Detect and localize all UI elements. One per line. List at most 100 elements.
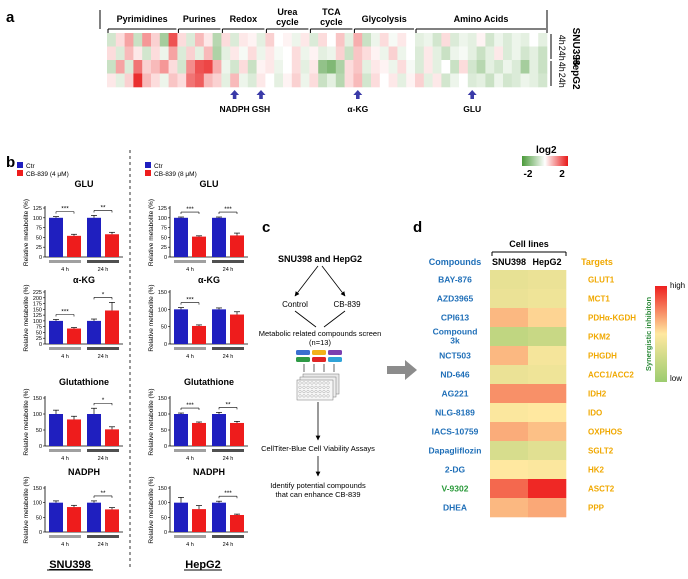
heatmap-a-cell	[247, 73, 257, 88]
compound-label: AG221	[442, 389, 469, 399]
bar-cb839	[105, 310, 119, 344]
y-tick-label: 150	[33, 307, 42, 313]
heatmap-a-cell	[529, 46, 539, 61]
y-tick-label: 0	[39, 530, 42, 536]
well-dot	[314, 385, 318, 389]
significance-label: ***	[186, 402, 194, 409]
bar-cb839	[192, 422, 206, 446]
cell-lines-title: Cell lines	[509, 239, 549, 249]
heatmap-a-cell	[124, 33, 134, 47]
heatmap-a-cell	[133, 60, 143, 74]
heatmap-a-cell	[335, 73, 345, 88]
y-tick-label: 100	[33, 216, 42, 222]
bar-chart-title: NADPH	[68, 467, 100, 477]
well-dot	[306, 381, 310, 385]
heatmap-a-cell	[239, 33, 249, 47]
y-tick-label: 150	[158, 290, 167, 296]
timepoint-bar	[174, 347, 206, 350]
bar-chart-title: α-KG	[198, 275, 220, 285]
heatmap-a-cell	[327, 60, 337, 74]
y-tick-label: 50	[161, 515, 167, 521]
y-tick-label: 25	[36, 245, 42, 251]
heatmap-a-cell	[344, 60, 354, 74]
timepoint-label: 4 h	[61, 267, 69, 273]
heatmap-d-legend: high low Synergistic inhibiton	[644, 281, 685, 383]
heatmap-a-cell	[353, 46, 363, 61]
heatmap-a-cell	[494, 60, 504, 74]
heatmap-a-cell	[300, 60, 310, 74]
heatmap-a-cell	[503, 73, 513, 88]
timepoint-bar	[49, 347, 81, 350]
legend-min-label: -2	[524, 169, 533, 180]
heatmap-a-cell	[212, 60, 222, 74]
y-tick-label: 75	[36, 325, 42, 331]
bar-chart-title: GLU	[200, 179, 219, 189]
heatmap-d-cell	[528, 289, 567, 309]
y-tick-label: 0	[164, 255, 167, 261]
heatmap-a-cell	[283, 73, 293, 88]
heatmap-a-cell	[256, 33, 266, 47]
heatmap-a-cell	[388, 60, 398, 74]
heatmap-a-cell	[239, 46, 249, 61]
heatmap-a-cell	[124, 60, 134, 74]
targets-header: Targets	[581, 257, 613, 267]
heatmap-a-cell	[415, 46, 425, 61]
well-dot	[318, 385, 322, 389]
synergy-gradient	[655, 286, 667, 382]
heatmap-a-cell	[230, 33, 240, 47]
heatmap-a-cell	[247, 60, 257, 74]
heatmap-a-cell	[415, 73, 425, 88]
legend-high: high	[670, 281, 685, 290]
heatmap-a-cell	[344, 73, 354, 88]
timepoint-label: 4 h	[186, 456, 194, 462]
heatmap-a-cell	[300, 33, 310, 47]
timepoint-label: 24 h	[223, 542, 234, 548]
heatmap-a-cell	[467, 73, 477, 88]
heatmap-a-cell	[423, 73, 433, 88]
row-label: 24h	[557, 73, 567, 88]
heatmap-a-cell	[203, 33, 213, 47]
heatmap-d-column-label: HepG2	[532, 257, 561, 267]
heatmap-a-cell	[230, 73, 240, 88]
heatmap-a-cell	[230, 60, 240, 74]
heatmap-d-cell	[490, 308, 529, 328]
heatmap-a-cell	[362, 33, 372, 47]
bar-ctr	[212, 414, 226, 446]
heatmap-a-cell	[318, 46, 328, 61]
heatmap-a-cell	[362, 46, 372, 61]
timepoint-bar	[87, 449, 119, 452]
legend-b-hepg2: Ctr CB-839 (8 μM)	[145, 162, 197, 178]
heatmap-a-cell	[476, 60, 486, 74]
bar-chart-title: Glutathione	[184, 377, 234, 387]
heatmap-a-cell	[353, 60, 363, 74]
y-axis-label: Relative metabolite (%)	[23, 476, 30, 543]
heatmap-a-cell	[318, 33, 328, 47]
metabolite-arrow-icon	[230, 90, 240, 99]
flow-arrow-left	[294, 265, 319, 297]
bar-chart-title: NADPH	[193, 467, 225, 477]
well-dot	[314, 394, 318, 398]
well-dot	[310, 394, 314, 398]
heatmap-a-cell	[283, 46, 293, 61]
heatmap-a-cell	[379, 60, 389, 74]
bar-cb839	[105, 509, 119, 532]
heatmap-a-cell	[450, 33, 460, 47]
timepoint-label: 24 h	[98, 542, 109, 548]
dispense-arrows-icon	[303, 364, 335, 372]
category-label-line1: Urea	[277, 7, 298, 17]
bar-ctr	[49, 320, 63, 344]
category-label: Glycolysis	[362, 14, 407, 24]
legend-max-label: 2	[559, 169, 565, 180]
bar-ctr	[87, 217, 101, 257]
y-axis-label: Relative metabolite (%)	[148, 388, 155, 455]
y-tick-label: 125	[33, 313, 42, 319]
heatmap-a-cell	[256, 73, 266, 88]
y-tick-label: 100	[33, 501, 42, 507]
significance-label: ***	[224, 206, 232, 213]
target-label: PDHα-KGDH	[588, 314, 636, 323]
well-dot	[314, 381, 318, 385]
bar-chart-title: α-KG	[73, 275, 95, 285]
heatmap-a-cell	[529, 33, 539, 47]
